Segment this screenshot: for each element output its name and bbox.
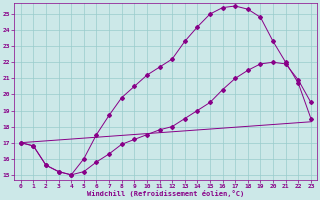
X-axis label: Windchill (Refroidissement éolien,°C): Windchill (Refroidissement éolien,°C)	[87, 190, 244, 197]
